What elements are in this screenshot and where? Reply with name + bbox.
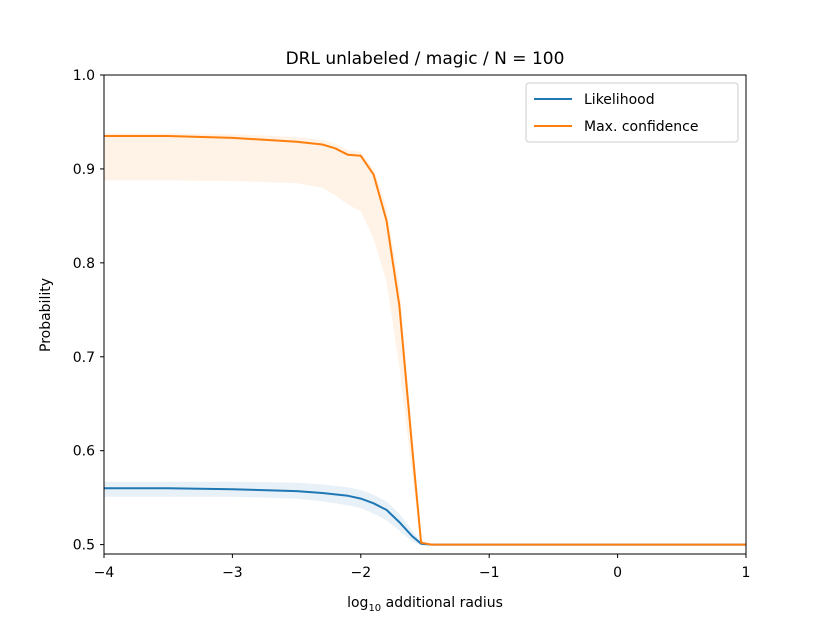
x-axis: −4 −3 −2 −1 0 1 <box>94 554 751 581</box>
y-tick-label: 0.6 <box>73 444 95 460</box>
confidence-band-max-confidence <box>104 133 746 545</box>
confidence-band-likelihood <box>104 481 746 545</box>
x-tick-label: 1 <box>742 565 751 581</box>
legend-box <box>525 82 739 143</box>
legend: Likelihood Max. confidence <box>525 82 739 143</box>
plot-frame <box>103 74 747 555</box>
y-tick-label: 0.9 <box>73 162 95 178</box>
y-axis-label: Probability <box>38 278 54 352</box>
y-tick-label: 1.0 <box>73 68 95 84</box>
x-tick-label: 0 <box>613 565 622 581</box>
plot-area <box>104 133 746 546</box>
y-tick-label: 0.8 <box>73 256 95 272</box>
legend-label-likelihood: Likelihood <box>584 92 655 108</box>
y-tick-label: 0.5 <box>73 538 95 554</box>
series-line-likelihood <box>104 487 746 546</box>
legend-label-max-confidence: Max. confidence <box>584 119 698 135</box>
x-tick-label: −2 <box>350 565 371 581</box>
x-tick-label: −1 <box>479 565 500 581</box>
chart-title: DRL unlabeled / magic / N = 100 <box>286 49 565 69</box>
series-line-max-confidence <box>104 135 746 546</box>
x-axis-label-subscript: 10 <box>368 603 381 614</box>
x-tick-label: −3 <box>222 565 243 581</box>
y-axis: 0.5 0.6 0.7 0.8 0.9 1.0 <box>73 68 104 554</box>
y-tick-label: 0.7 <box>73 350 95 366</box>
x-axis-label-main: log <box>347 595 368 611</box>
x-axis-label-rest: additional radius <box>381 595 503 611</box>
x-tick-label: −4 <box>94 565 115 581</box>
x-axis-label: log10 additional radius <box>347 595 503 614</box>
